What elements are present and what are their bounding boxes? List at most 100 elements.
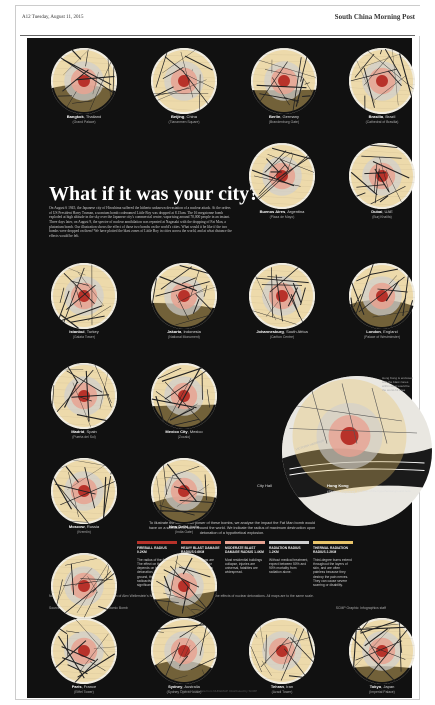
headline: What if it was your city?: [49, 183, 260, 205]
city-country: , UAE: [382, 209, 393, 214]
city-label: Mexico City, Mexico (Zocalo): [139, 429, 229, 439]
city-country: , Russia: [84, 524, 100, 529]
city-site: (Eiffel Tower): [74, 689, 94, 694]
city-label: London, England (Palace of Westminster): [337, 329, 427, 339]
city-map-jakarta: [151, 263, 217, 329]
city-label: Dubai, UAE (Burj Khalifa): [337, 209, 427, 219]
city-name: Dubai: [371, 209, 383, 214]
city-name: Paris: [71, 684, 82, 689]
city-map-new-york: [51, 553, 117, 619]
city-country: , South Africa: [283, 329, 308, 334]
city-country: , Iran: [283, 684, 294, 689]
hk-site: (Statue Square): [327, 489, 356, 494]
hk-city-hall-label: City Hall: [257, 483, 272, 488]
city-map-madrid: [51, 363, 117, 429]
city-site: (Galata Tower): [72, 334, 96, 339]
infographic-panel: What if it was your city? On August 6 19…: [27, 38, 432, 698]
city-label: Berlin, Germany (Brandenburg Gate): [239, 114, 329, 124]
city-site: (Grand Palace): [72, 119, 96, 124]
city-label: Sydney, Australia (Sydney Opera House): [139, 684, 229, 694]
credit-text: SCMP Graphic: Infographics staff: [335, 606, 386, 610]
city-country: , Australia: [182, 684, 200, 689]
newspaper-page: A12 Tuesday, August 11, 2015 South China…: [15, 5, 432, 700]
city-site: (Palace of Westminster): [363, 334, 401, 339]
legend-intro: To illustrate the destruction power of t…: [148, 521, 316, 535]
legend-swatch: [181, 541, 221, 544]
city-country: , Brazil: [383, 114, 396, 119]
paper-name: South China Morning Post: [334, 13, 415, 21]
city-label: Madrid, Spain (Puerta del Sol): [39, 429, 129, 439]
city-map-mexico-city: [151, 363, 217, 429]
legend-zone: THERMAL RADIATION RADIUS 2.2KM Third-degr…: [313, 541, 353, 588]
city-name: Johannesburg: [256, 329, 284, 334]
intro-text: On August 6 1945, the Japanese city of H…: [49, 206, 232, 239]
city-label: Tokyo, Japan (Imperial Palace): [337, 684, 427, 694]
city-label: Jakarta, Indonesia (National Monument): [139, 329, 229, 339]
legend-zone-title: FIREBALL RADIUS 0.2KM: [137, 546, 167, 555]
city-map-tehran: [249, 618, 315, 684]
city-name: Madrid: [71, 429, 85, 434]
city-label: Istanbul, Turkey (Galata Tower): [39, 329, 129, 339]
city-label: Paris, France (Eiffel Tower): [39, 684, 129, 694]
city-map-brasilia: [349, 48, 415, 114]
legend-swatch: [225, 541, 265, 544]
legend-swatch: [137, 541, 177, 544]
city-map-beijing: [151, 48, 217, 114]
city-map-paris: [51, 618, 117, 684]
legend-zone-title: THERMAL RADIATION RADIUS 2.2KM: [313, 546, 349, 555]
legend-zone: MODERATE BLAST DAMAGE RADIUS 1.4KM Most r…: [225, 541, 265, 575]
city-label: Beijing, China (Tiananmen Square): [139, 114, 229, 124]
city-site: (Carlton Centre): [269, 334, 295, 339]
city-site: (Imperial Palace): [369, 689, 395, 694]
city-map-istanbul: [51, 263, 117, 329]
city-label: Buenos Aires, Argentina (Plaza de Mayo): [237, 209, 327, 219]
legend-swatch: [269, 541, 309, 544]
city-map-dubai: [349, 143, 415, 209]
city-map-tokyo: [349, 618, 415, 684]
city-name: Mexico City: [165, 429, 188, 434]
city-label: Moscow, Russia (Kremlin): [39, 524, 129, 534]
city-name: New Delhi: [168, 524, 189, 529]
city-country: , Spain: [84, 429, 97, 434]
city-map-johannesburg: [249, 263, 315, 329]
city-country: , England: [380, 329, 398, 334]
city-site: (Brandenburg Gate): [268, 119, 300, 124]
hk-note: Location of the hypothetical ground zero: [357, 489, 411, 493]
city-name: Bangkok: [66, 114, 84, 119]
city-label: Bangkok, Thailand (Grand Palace): [39, 114, 129, 124]
city-name: London: [366, 329, 381, 334]
hk-side-note: Hong Kong is enclosed with the blast zon…: [382, 376, 413, 392]
city-site: (Kremlin): [77, 529, 91, 534]
city-name: Sydney: [168, 684, 183, 689]
city-label: Johannesburg, South Africa (Carlton Centr…: [237, 329, 327, 339]
city-map-moscow: [51, 458, 117, 524]
city-name: Brasilia: [368, 114, 384, 119]
city-map-bangkok: [51, 48, 117, 114]
city-site: (India Gate): [175, 529, 193, 534]
city-site: (Cathedral of Brasilia): [365, 119, 399, 124]
city-site: (Plaza de Mayo): [269, 214, 295, 219]
city-name: Buenos Aires: [259, 209, 286, 214]
city-label: Brasilia, Brazil (Cathedral of Brasilia): [337, 114, 427, 124]
masthead: A12 Tuesday, August 11, 2015 South China…: [16, 6, 421, 36]
city-map-london: [349, 263, 415, 329]
city-name: Istanbul: [69, 329, 85, 334]
city-name: Berlin: [268, 114, 281, 119]
city-country: , Mexico: [187, 429, 203, 434]
legend-zone-title: MODERATE BLAST DAMAGE RADIUS 1.4KM: [225, 546, 264, 555]
city-label: Tehran, Iran (Azadi Tower): [237, 684, 327, 694]
legend-zone-text: Without medical treatment, expect betwee…: [269, 557, 309, 575]
city-label: New Delhi, India (India Gate): [139, 524, 229, 534]
city-country: , France: [81, 684, 97, 689]
city-name: Tehran: [270, 684, 284, 689]
city-site: (Puerta del Sol): [72, 434, 96, 439]
city-map-ottawa: [151, 553, 217, 619]
legend-zone-text: Third-degree burns extend throughout the…: [313, 557, 352, 588]
city-name: Tokyo: [369, 684, 382, 689]
city-country: , Indonesia: [181, 329, 201, 334]
city-country: , Argentina: [285, 209, 305, 214]
city-name: Moscow: [68, 524, 85, 529]
city-name: Jakarta: [167, 329, 182, 334]
city-map-buenos-aires: [249, 143, 315, 209]
city-map-sydney: [151, 618, 217, 684]
